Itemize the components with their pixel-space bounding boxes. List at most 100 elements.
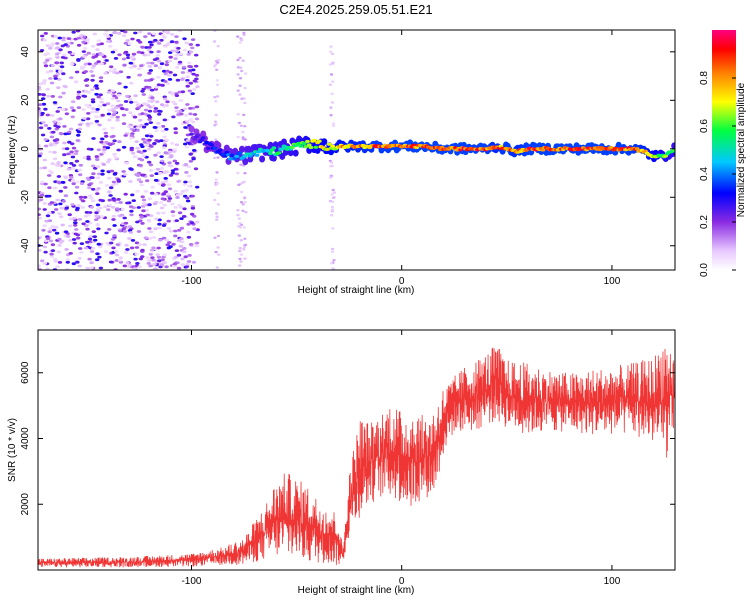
noise-point xyxy=(75,180,80,184)
noise-point xyxy=(89,266,94,270)
noise-point xyxy=(195,244,200,248)
ridge-point xyxy=(303,145,309,149)
colorbar-tick-label: 0.6 xyxy=(699,119,710,133)
noise-point xyxy=(38,154,42,158)
noise-point xyxy=(128,205,134,209)
noise-point xyxy=(238,222,242,225)
noise-point xyxy=(43,107,48,111)
noise-point xyxy=(112,139,117,143)
noise-point xyxy=(160,180,166,184)
noise-point xyxy=(38,264,41,268)
noise-point xyxy=(137,73,143,77)
noise-point xyxy=(147,203,152,207)
noise-point xyxy=(47,219,53,223)
noise-point xyxy=(213,236,217,239)
noise-point xyxy=(61,53,67,57)
noise-point xyxy=(110,237,116,241)
noise-point xyxy=(107,198,112,202)
noise-point xyxy=(167,187,173,191)
noise-point xyxy=(110,104,115,108)
noise-point xyxy=(90,44,96,48)
noise-point xyxy=(186,235,192,239)
noise-point xyxy=(161,224,167,227)
noise-point xyxy=(332,124,336,128)
noise-point xyxy=(81,108,86,111)
noise-point xyxy=(165,82,170,85)
noise-point xyxy=(165,243,170,247)
noise-point xyxy=(114,250,119,253)
noise-point xyxy=(241,130,245,134)
noise-point xyxy=(184,265,190,268)
noise-point xyxy=(236,73,240,76)
noise-point xyxy=(135,129,140,132)
noise-point xyxy=(155,167,161,171)
noise-point xyxy=(89,122,94,125)
noise-point xyxy=(150,96,155,100)
noise-point xyxy=(142,53,148,57)
noise-point xyxy=(162,95,167,99)
noise-point xyxy=(118,201,123,204)
noise-point xyxy=(85,122,90,126)
noise-point xyxy=(185,75,190,79)
noise-point xyxy=(45,87,50,91)
noise-point xyxy=(167,78,173,81)
noise-point xyxy=(58,189,63,193)
noise-point xyxy=(68,239,73,242)
noise-point xyxy=(240,69,244,73)
noise-point xyxy=(76,90,82,94)
noise-point xyxy=(133,155,138,159)
noise-point xyxy=(151,258,156,262)
noise-point xyxy=(90,176,95,180)
noise-point xyxy=(186,222,191,226)
colorbar-ticks: 0.0 0.2 0.4 0.6 0.8 xyxy=(699,71,736,277)
ridge-point xyxy=(271,146,277,150)
noise-point xyxy=(47,194,52,198)
noise-point xyxy=(191,68,196,72)
noise-point xyxy=(104,184,110,187)
noise-point xyxy=(174,49,179,53)
noise-point xyxy=(152,262,157,266)
noise-point xyxy=(60,180,66,184)
noise-point xyxy=(123,30,128,34)
noise-point xyxy=(120,207,125,211)
noise-point xyxy=(236,209,240,212)
noise-point xyxy=(156,211,161,215)
noise-point xyxy=(94,84,99,88)
noise-point xyxy=(49,201,55,204)
noise-point xyxy=(55,52,60,56)
noise-point xyxy=(65,260,71,264)
noise-point xyxy=(181,65,187,69)
noise-point xyxy=(65,258,71,261)
noise-point xyxy=(85,227,90,231)
x-tick-label: 100 xyxy=(604,276,621,287)
noise-point xyxy=(64,267,70,270)
noise-point xyxy=(243,138,247,141)
noise-point xyxy=(58,95,63,99)
noise-point xyxy=(127,225,132,228)
noise-point xyxy=(64,112,70,116)
noise-point xyxy=(128,66,134,69)
noise-point xyxy=(122,216,127,220)
noise-point xyxy=(166,41,172,45)
noise-point xyxy=(54,208,59,211)
noise-point xyxy=(71,182,76,186)
noise-point xyxy=(107,108,112,112)
noise-point xyxy=(164,138,169,142)
noise-point xyxy=(47,126,52,130)
ridge-point xyxy=(205,146,211,150)
noise-point xyxy=(174,143,180,147)
noise-point xyxy=(94,110,100,113)
noise-point xyxy=(129,56,134,60)
noise-point xyxy=(55,72,60,76)
noise-point xyxy=(190,46,195,50)
noise-point xyxy=(172,73,178,77)
noise-point xyxy=(216,246,220,249)
ridge-point xyxy=(229,153,235,157)
noise-point xyxy=(214,250,218,254)
noise-point xyxy=(190,212,195,216)
noise-point xyxy=(181,215,187,218)
noise-point xyxy=(141,87,146,91)
noise-point xyxy=(61,38,66,42)
noise-point xyxy=(47,57,53,60)
noise-point xyxy=(129,209,134,213)
